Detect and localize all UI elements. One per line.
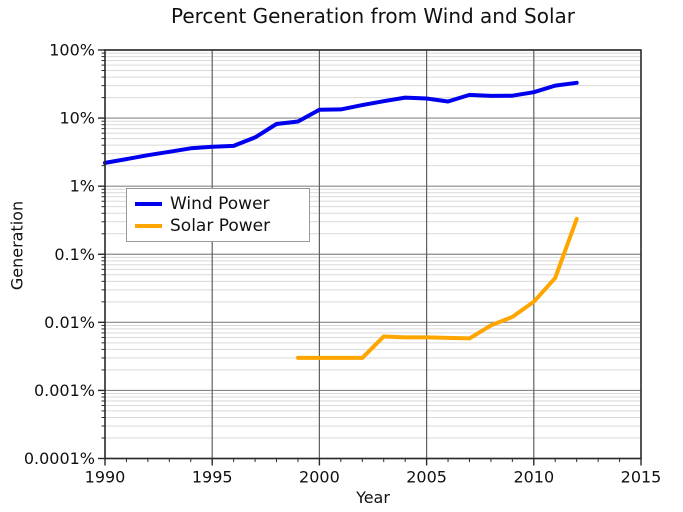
x-tick-label: 1995 (192, 468, 233, 487)
legend-label-wind: Wind Power (170, 193, 270, 214)
y-tick-label: 100% (49, 41, 95, 60)
x-tick-label: 2005 (406, 468, 447, 487)
y-tick-label: 10% (59, 109, 95, 128)
x-tick-label: 2010 (513, 468, 554, 487)
series-line-wind (103, 80, 579, 165)
solar-line-swatch (135, 224, 162, 229)
y-tick-label: 0.0001% (24, 449, 95, 468)
series-line-solar (296, 216, 579, 360)
legend-label-solar: Solar Power (170, 216, 271, 237)
y-tick-label: 0.1% (54, 245, 95, 264)
chart-title: Percent Generation from Wind and Solar (170, 4, 575, 28)
legend: Wind Power Solar Power (126, 188, 310, 242)
y-axis-label: Generation (7, 200, 27, 291)
x-tick-label: 1990 (85, 468, 126, 487)
y-tick-label: 1% (70, 177, 95, 196)
wind-line-swatch (135, 201, 162, 206)
y-tick-label: 0.001% (34, 381, 95, 400)
y-tick-label: 0.01% (44, 313, 95, 332)
x-tick-label: 2000 (299, 468, 340, 487)
x-axis-label: Year (356, 488, 390, 507)
legend-item-solar: Solar Power (135, 216, 301, 236)
legend-item-wind: Wind Power (135, 194, 301, 214)
x-tick-label: 2015 (621, 468, 662, 487)
